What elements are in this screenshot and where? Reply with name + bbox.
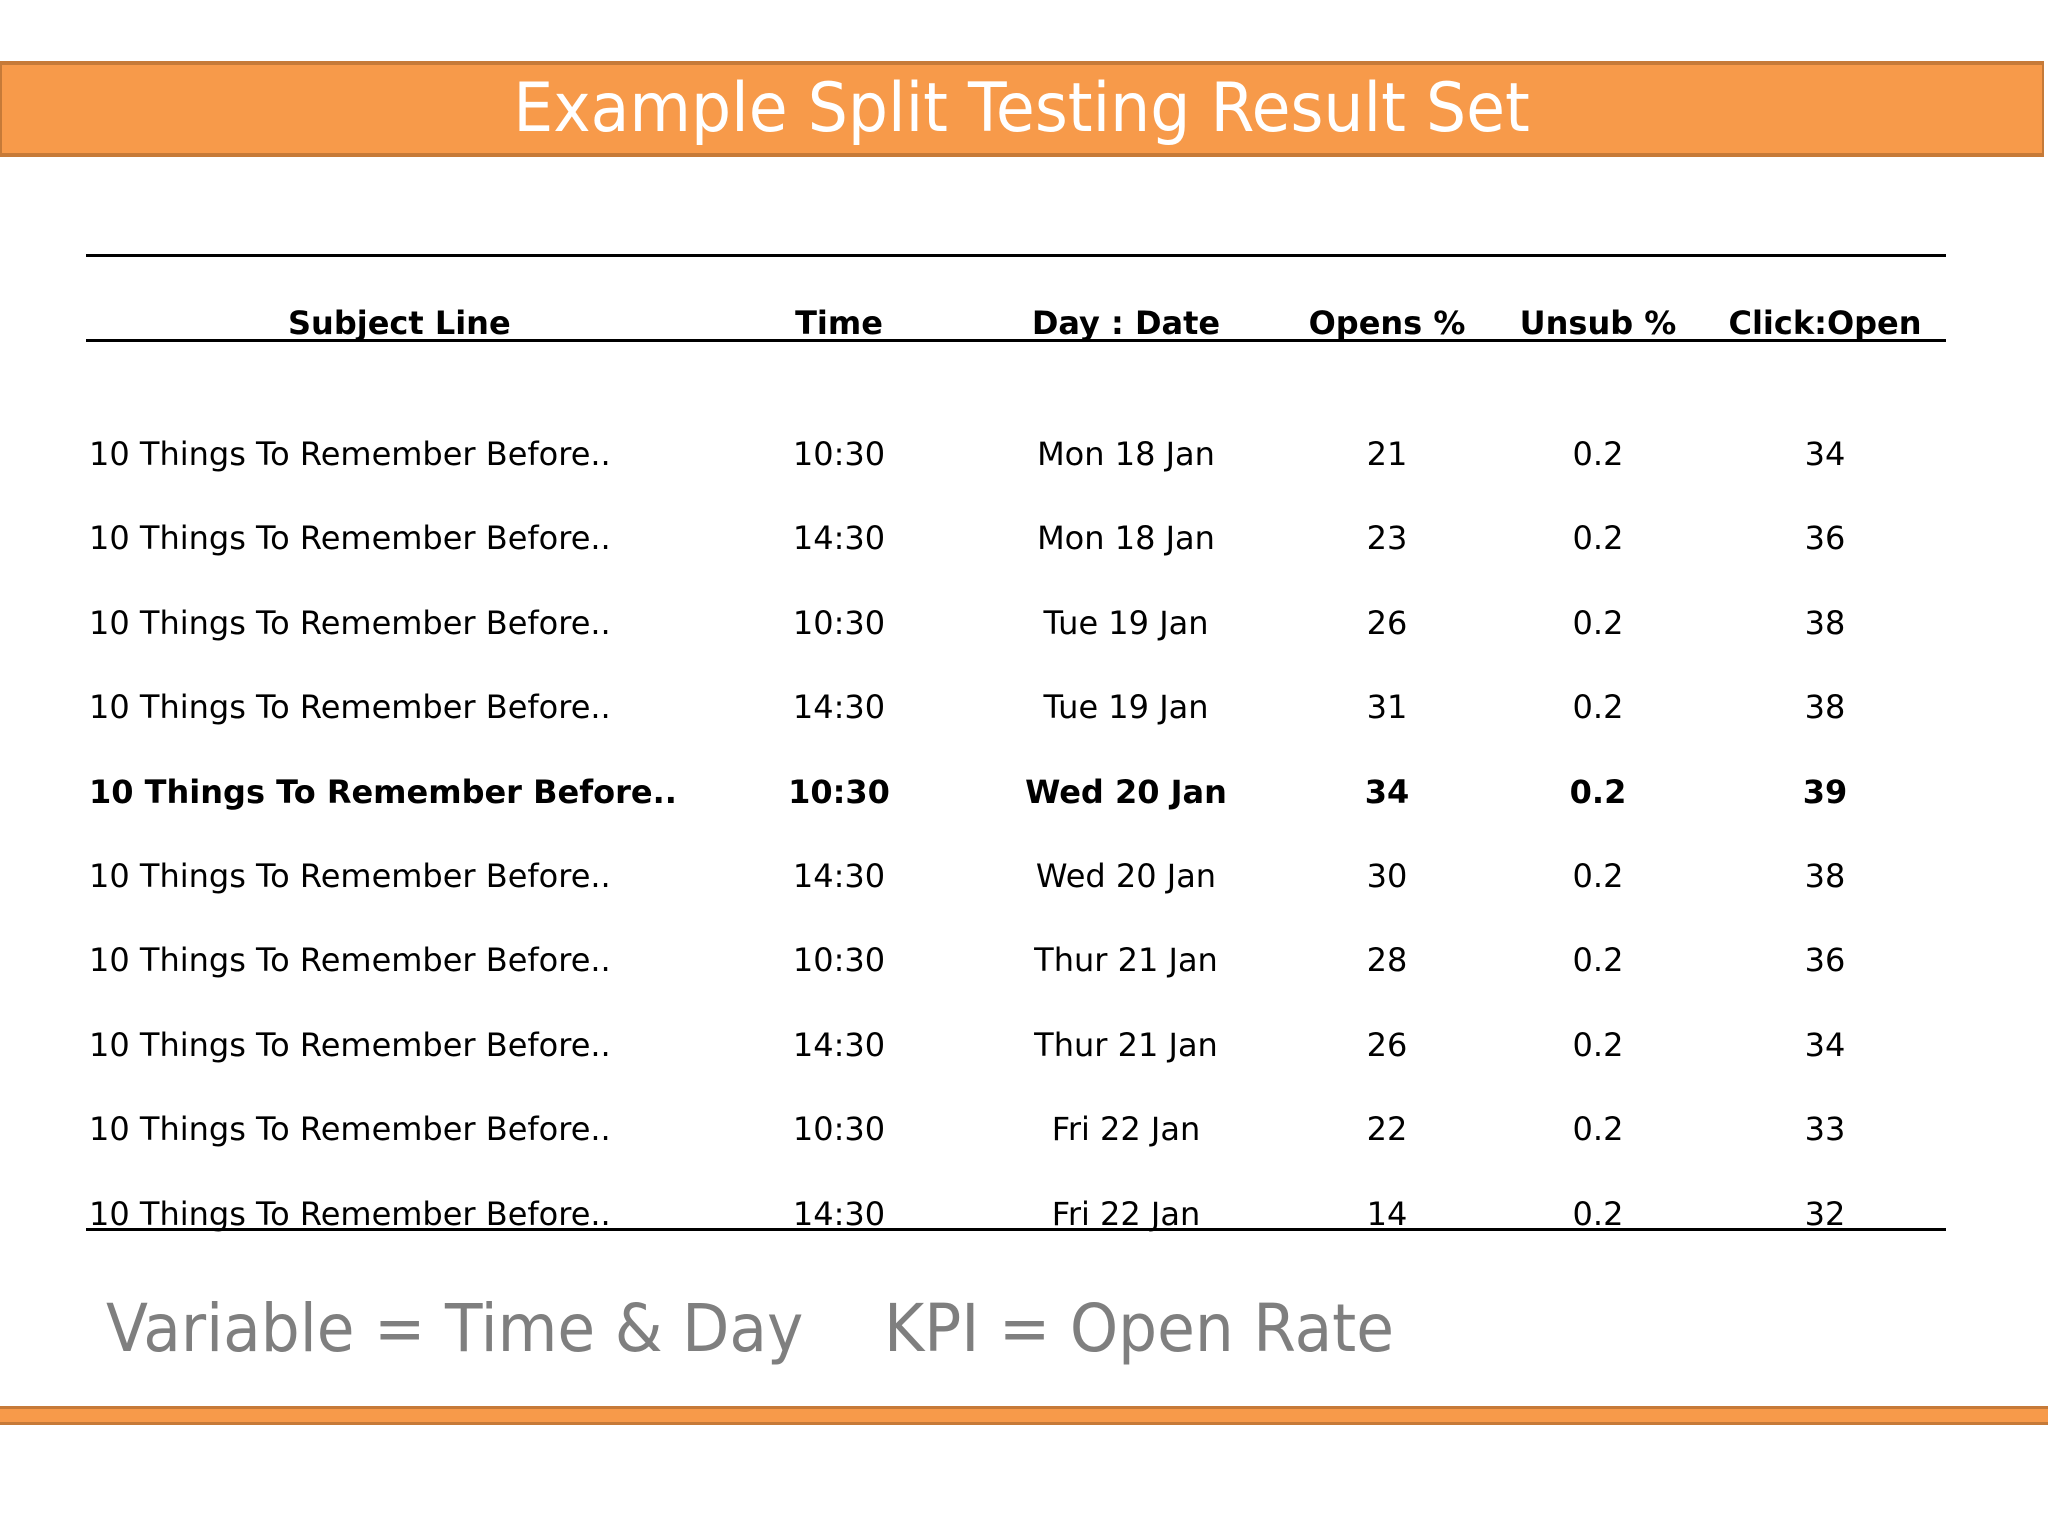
- cell-time: 14:30: [792, 519, 886, 557]
- cell-click-open: 36: [1804, 941, 1846, 979]
- cell-unsub: 0.2: [1572, 688, 1624, 726]
- cell-subject-line: 10 Things To Remember Before..: [89, 1195, 611, 1233]
- cell-day-date: Fri 22 Jan: [1051, 1195, 1201, 1233]
- cell-opens: 23: [1366, 519, 1408, 557]
- cell-unsub: 0.2: [1572, 1110, 1624, 1148]
- variable-note: Variable = Time & Day: [106, 1290, 804, 1367]
- cell-click-open: 38: [1804, 604, 1846, 642]
- cell-opens: 28: [1366, 941, 1408, 979]
- kpi-note: KPI = Open Rate: [884, 1290, 1395, 1367]
- cell-time: 14:30: [792, 1026, 886, 1064]
- table-header-rule: [86, 339, 1946, 342]
- header-subject-line: Subject Line: [288, 304, 511, 342]
- cell-day-date: Mon 18 Jan: [1037, 519, 1215, 557]
- header-day-date: Day : Date: [1031, 304, 1221, 342]
- header-opens: Opens %: [1308, 304, 1466, 342]
- cell-opens: 31: [1366, 688, 1408, 726]
- cell-time: 14:30: [792, 1195, 886, 1233]
- cell-subject-line: 10 Things To Remember Before..: [89, 604, 611, 642]
- cell-day-date: Thur 21 Jan: [1034, 941, 1218, 979]
- cell-day-date: Wed 20 Jan: [1025, 773, 1227, 811]
- cell-time: 10:30: [788, 773, 890, 811]
- cell-opens: 30: [1366, 857, 1408, 895]
- cell-click-open: 38: [1804, 688, 1846, 726]
- slide-title: Example Split Testing Result Set: [513, 69, 1531, 148]
- cell-subject-line: 10 Things To Remember Before..: [89, 773, 677, 811]
- cell-day-date: Thur 21 Jan: [1034, 1026, 1218, 1064]
- header-time: Time: [795, 304, 883, 342]
- cell-opens: 26: [1366, 604, 1408, 642]
- cell-opens: 34: [1364, 773, 1410, 811]
- title-banner: Example Split Testing Result Set: [0, 61, 2044, 157]
- cell-unsub: 0.2: [1572, 604, 1624, 642]
- cell-time: 10:30: [792, 1110, 886, 1148]
- cell-time: 10:30: [792, 604, 886, 642]
- cell-time: 14:30: [792, 688, 886, 726]
- footer-bar: [0, 1406, 2048, 1425]
- cell-time: 14:30: [792, 857, 886, 895]
- cell-click-open: 36: [1804, 519, 1846, 557]
- cell-click-open: 34: [1804, 1026, 1846, 1064]
- cell-subject-line: 10 Things To Remember Before..: [89, 519, 611, 557]
- cell-time: 10:30: [792, 435, 886, 473]
- cell-unsub: 0.2: [1572, 435, 1624, 473]
- cell-opens: 26: [1366, 1026, 1408, 1064]
- cell-opens: 21: [1366, 435, 1408, 473]
- cell-unsub: 0.2: [1572, 519, 1624, 557]
- header-unsub: Unsub %: [1519, 304, 1677, 342]
- cell-click-open: 32: [1804, 1195, 1846, 1233]
- cell-unsub: 0.2: [1572, 857, 1624, 895]
- cell-day-date: Mon 18 Jan: [1037, 435, 1215, 473]
- cell-subject-line: 10 Things To Remember Before..: [89, 941, 611, 979]
- cell-day-date: Tue 19 Jan: [1043, 604, 1209, 642]
- cell-subject-line: 10 Things To Remember Before..: [89, 688, 611, 726]
- table-top-rule: [86, 254, 1946, 257]
- cell-unsub: 0.2: [1572, 1195, 1624, 1233]
- cell-subject-line: 10 Things To Remember Before..: [89, 435, 611, 473]
- cell-subject-line: 10 Things To Remember Before..: [89, 1110, 611, 1148]
- cell-day-date: Tue 19 Jan: [1043, 688, 1209, 726]
- cell-opens: 14: [1366, 1195, 1408, 1233]
- cell-time: 10:30: [792, 941, 886, 979]
- cell-click-open: 33: [1804, 1110, 1846, 1148]
- cell-day-date: Wed 20 Jan: [1035, 857, 1217, 895]
- cell-day-date: Fri 22 Jan: [1051, 1110, 1201, 1148]
- cell-unsub: 0.2: [1572, 941, 1624, 979]
- cell-unsub: 0.2: [1572, 1026, 1624, 1064]
- cell-click-open: 39: [1802, 773, 1848, 811]
- cell-unsub: 0.2: [1569, 773, 1627, 811]
- cell-click-open: 38: [1804, 857, 1846, 895]
- header-click-open: Click:Open: [1728, 304, 1922, 342]
- cell-click-open: 34: [1804, 435, 1846, 473]
- cell-opens: 22: [1366, 1110, 1408, 1148]
- cell-subject-line: 10 Things To Remember Before..: [89, 1026, 611, 1064]
- cell-subject-line: 10 Things To Remember Before..: [89, 857, 611, 895]
- table-bottom-rule: [86, 1228, 1946, 1231]
